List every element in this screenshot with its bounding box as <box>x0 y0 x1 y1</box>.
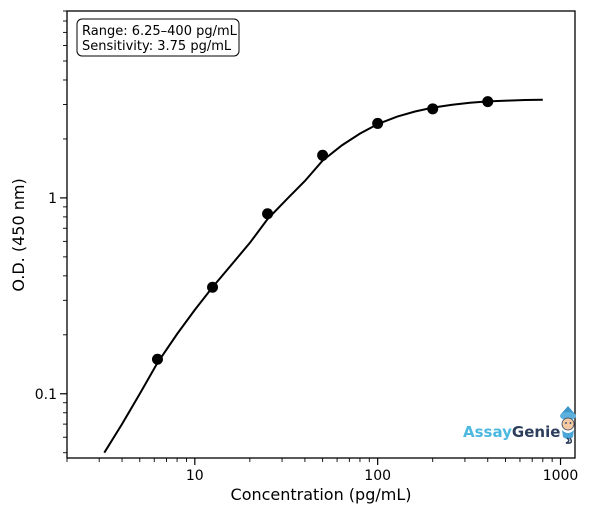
logo-genie-text: Genie <box>512 423 560 441</box>
tick-labels: 10 100 1000 0.1 1 <box>35 191 579 484</box>
x-axis-title: Concentration (pg/mL) <box>231 485 412 504</box>
y-axis-title: O.D. (450 nm) <box>9 178 28 291</box>
genie-mascot-icon <box>560 406 576 444</box>
plot-frame <box>66 10 576 459</box>
sensitivity-text: Sensitivity: 3.75 pg/mL <box>82 39 232 54</box>
x-tick-label: 10 <box>186 468 204 484</box>
data-point <box>262 208 274 220</box>
data-point <box>427 103 439 115</box>
y-tick-label: 0.1 <box>35 387 57 403</box>
y-tick-label: 1 <box>48 191 57 207</box>
data-point <box>372 117 384 129</box>
logo-wordmark: AssayGenie <box>463 423 560 441</box>
assay-genie-logo: AssayGenie <box>463 406 576 444</box>
data-point <box>482 96 494 108</box>
data-point <box>151 353 163 365</box>
major-ticks <box>60 197 562 465</box>
range-text: Range: 6.25–400 pg/mL <box>82 24 238 39</box>
x-tick-label: 1000 <box>543 468 579 484</box>
x-tick-label: 100 <box>364 468 391 484</box>
data-point <box>317 149 329 161</box>
data-point <box>207 281 219 293</box>
data-points <box>151 96 494 365</box>
info-box-frame <box>76 18 240 57</box>
minor-ticks <box>63 10 553 462</box>
info-box: Range: 6.25–400 pg/mL Sensitivity: 3.75 … <box>76 18 240 57</box>
logo-assay-text: Assay <box>463 423 512 441</box>
